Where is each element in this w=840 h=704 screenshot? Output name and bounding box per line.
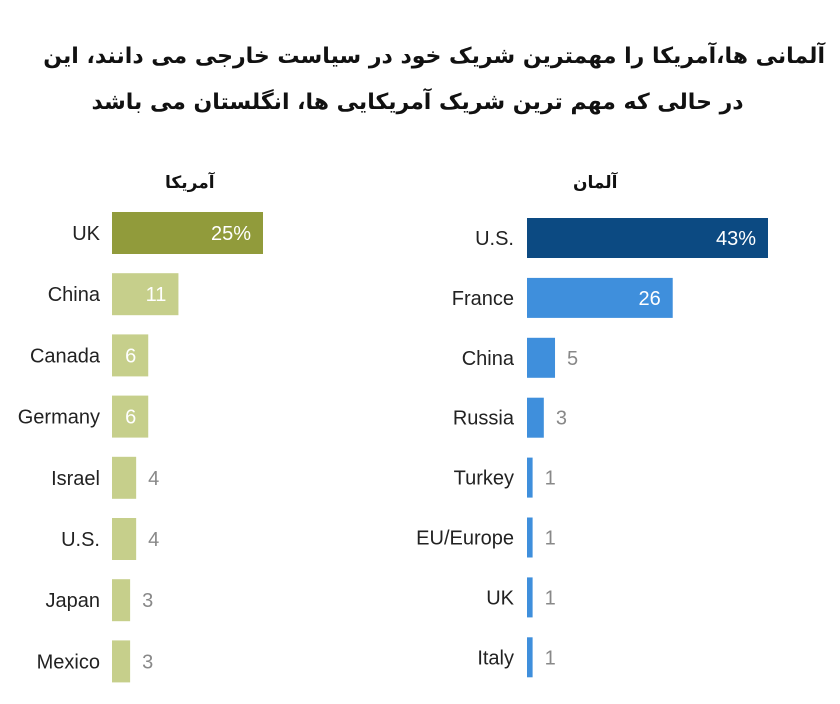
bar: [112, 579, 131, 622]
value-label: 1: [545, 468, 556, 490]
category-label: China: [48, 284, 101, 306]
value-label: 4: [148, 468, 159, 490]
bar: [527, 577, 533, 618]
value-label: 11: [146, 284, 167, 306]
bar: [112, 273, 179, 316]
value-label: 3: [142, 590, 153, 612]
category-label: EU/Europe: [416, 528, 514, 550]
category-label: Japan: [46, 590, 101, 612]
category-label: UK: [72, 223, 100, 245]
category-label: UK: [486, 587, 514, 609]
bar: [527, 337, 556, 378]
bar: [527, 637, 533, 678]
value-label: 3: [556, 408, 567, 430]
category-label: China: [462, 348, 515, 370]
bar: [112, 456, 137, 499]
bar: [112, 640, 131, 683]
bar: [112, 395, 149, 438]
panel-title: آمریکا: [165, 171, 216, 193]
chart-title: آلمانی ها،آمریکا را مهمترین شریک خود در …: [10, 34, 825, 126]
value-label: 25%: [211, 223, 251, 245]
value-label: 3: [142, 651, 153, 673]
chart-title-line-2: در حالی که مهم ترین شریک آمریکایی ها، ان…: [91, 90, 744, 115]
category-label: U.S.: [475, 228, 514, 250]
value-label: 43%: [716, 228, 756, 250]
category-label: Israel: [51, 468, 100, 490]
category-label: U.S.: [61, 529, 100, 551]
value-label: 1: [545, 587, 556, 609]
category-label: Italy: [477, 647, 514, 669]
bar: [527, 457, 533, 498]
category-label: Turkey: [454, 468, 514, 490]
category-label: Russia: [453, 408, 515, 430]
category-label: France: [452, 288, 514, 310]
value-label: 4: [148, 529, 159, 551]
category-label: Canada: [30, 345, 101, 367]
value-label: 1: [545, 647, 556, 669]
bar: [112, 212, 263, 254]
panel-title: آلمان: [573, 171, 619, 192]
value-label: 1: [545, 528, 556, 550]
category-label: Germany: [18, 407, 100, 429]
value-label: 5: [567, 348, 578, 370]
bar: [527, 277, 673, 318]
bar: [527, 397, 544, 438]
bar: [112, 518, 137, 560]
bar: [112, 334, 149, 377]
chart-title-line-1: آلمانی ها،آمریکا را مهمترین شریک خود در …: [43, 44, 825, 69]
value-label: 6: [125, 407, 136, 429]
category-label: Mexico: [37, 651, 100, 673]
bar: [527, 218, 768, 258]
value-label: 26: [638, 288, 660, 310]
value-label: 6: [125, 345, 136, 367]
bar: [527, 517, 533, 558]
